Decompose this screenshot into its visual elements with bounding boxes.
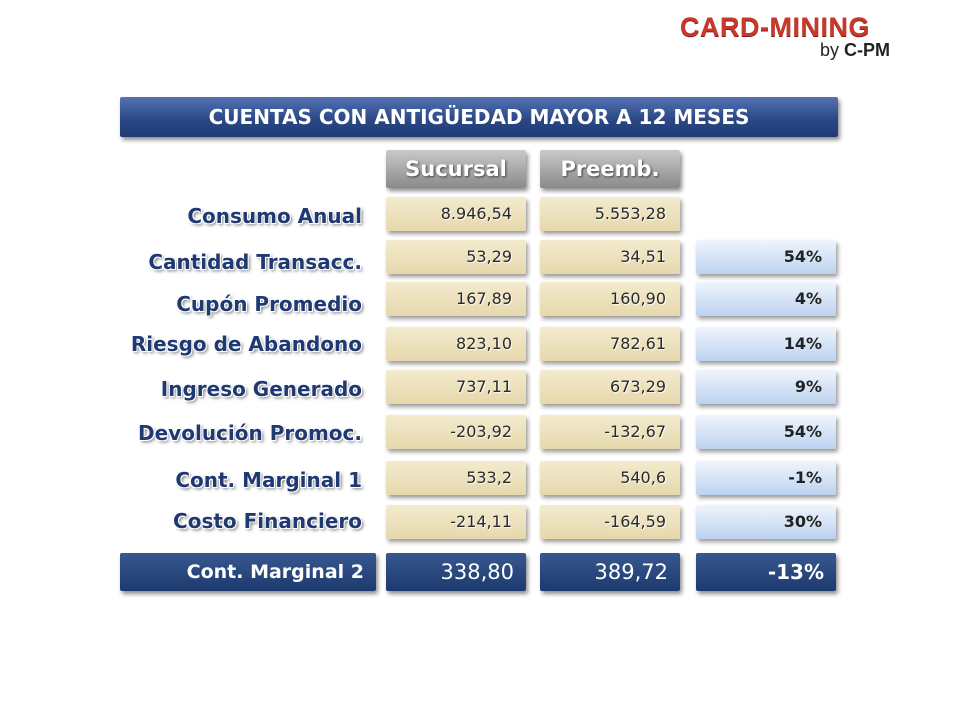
row-label-riesgo-abandono: Riesgo de Abandono xyxy=(130,332,362,356)
cell-sucursal-cont-marginal-1: 533,2 xyxy=(386,461,526,495)
row-label-cupon-promedio: Cupón Promedio xyxy=(176,292,362,316)
column-header-sucursal: Sucursal xyxy=(386,150,526,188)
card-mining-logo: CARD-MINING by C-PM xyxy=(680,12,920,61)
cell-diff-devolucion-promoc: 54% xyxy=(696,415,836,449)
cell-sucursal-riesgo-abandono: 823,10 xyxy=(386,327,526,361)
total-sucursal-cont-marginal-2: 338,80 xyxy=(386,553,526,591)
logo-main-text: CARD-MINING xyxy=(680,12,870,42)
cell-sucursal-ingreso-generado: 737,11 xyxy=(386,370,526,404)
cell-diff-cupon-promedio: 4% xyxy=(696,282,836,316)
cell-sucursal-devolucion-promoc: -203,92 xyxy=(386,415,526,449)
cell-preemb-riesgo-abandono: 782,61 xyxy=(540,327,680,361)
total-preemb-cont-marginal-2: 389,72 xyxy=(540,553,680,591)
cell-diff-costo-financiero: 30% xyxy=(696,505,836,539)
cell-preemb-consumo-anual: 5.553,28 xyxy=(540,197,680,231)
cell-preemb-ingreso-generado: 673,29 xyxy=(540,370,680,404)
row-label-costo-financiero: Costo Financiero xyxy=(173,509,362,533)
row-label-consumo-anual: Consumo Anual xyxy=(187,204,362,228)
logo-by-text: by xyxy=(820,40,840,60)
cell-sucursal-costo-financiero: -214,11 xyxy=(386,505,526,539)
total-diff-cont-marginal-2: -13% xyxy=(696,553,836,591)
cell-preemb-costo-financiero: -164,59 xyxy=(540,505,680,539)
row-label-devolucion-promoc: Devolución Promoc. xyxy=(138,421,362,445)
cell-sucursal-cupon-promedio: 167,89 xyxy=(386,282,526,316)
cell-diff-riesgo-abandono: 14% xyxy=(696,327,836,361)
column-header-preemb: Preemb. xyxy=(540,150,680,188)
cell-preemb-devolucion-promoc: -132,67 xyxy=(540,415,680,449)
logo-brand-text: C-PM xyxy=(844,40,891,60)
row-label-cont-marginal-1: Cont. Marginal 1 xyxy=(175,468,362,492)
cell-preemb-cupon-promedio: 160,90 xyxy=(540,282,680,316)
cell-preemb-cantidad-transacc: 34,51 xyxy=(540,240,680,274)
row-label-ingreso-generado: Ingreso Generado xyxy=(160,377,362,401)
cell-sucursal-consumo-anual: 8.946,54 xyxy=(386,197,526,231)
logo-sub-text: by C-PM xyxy=(820,40,890,61)
table-title: CUENTAS CON ANTIGÜEDAD MAYOR A 12 MESES xyxy=(120,97,838,137)
total-label-cont-marginal-2: Cont. Marginal 2 xyxy=(120,553,376,591)
cell-diff-cantidad-transacc: 54% xyxy=(696,240,836,274)
cell-sucursal-cantidad-transacc: 53,29 xyxy=(386,240,526,274)
cell-diff-cont-marginal-1: -1% xyxy=(696,461,836,495)
cell-diff-ingreso-generado: 9% xyxy=(696,370,836,404)
cell-preemb-cont-marginal-1: 540,6 xyxy=(540,461,680,495)
row-label-cantidad-transacc: Cantidad Transacc. xyxy=(148,250,362,274)
